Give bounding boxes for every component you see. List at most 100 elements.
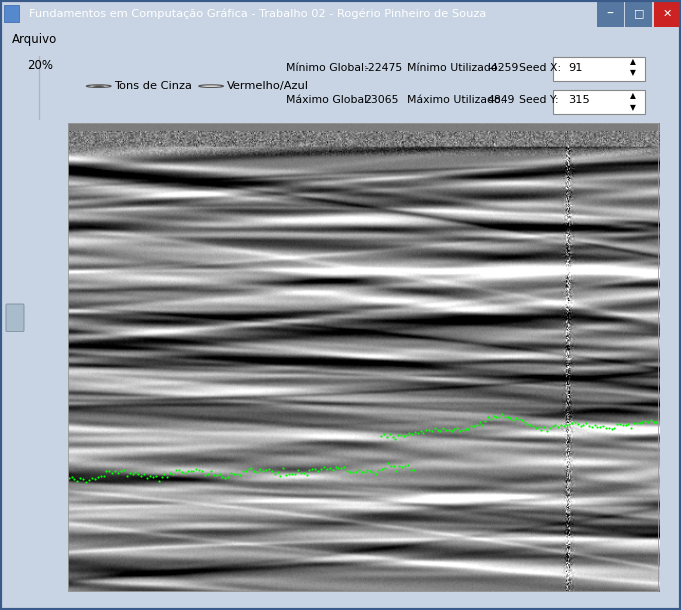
Circle shape xyxy=(199,85,223,87)
Point xyxy=(394,461,405,470)
Point xyxy=(541,426,552,436)
Point xyxy=(75,473,86,483)
Point xyxy=(347,467,358,476)
Point xyxy=(654,418,665,428)
Point xyxy=(95,471,106,481)
Point xyxy=(438,423,449,432)
Point xyxy=(107,468,118,478)
Point xyxy=(118,465,129,475)
Text: Tons de Cinza: Tons de Cinza xyxy=(114,81,192,91)
Point xyxy=(443,426,454,436)
Point xyxy=(72,476,83,486)
Point xyxy=(168,470,178,479)
Point xyxy=(104,466,115,476)
Point xyxy=(159,470,170,479)
Point xyxy=(353,465,364,475)
Point xyxy=(415,426,426,436)
Point xyxy=(84,476,95,486)
Point xyxy=(606,424,617,434)
Point xyxy=(629,418,639,428)
Point xyxy=(586,422,597,431)
Point xyxy=(264,464,274,474)
Point xyxy=(202,470,213,479)
Point xyxy=(278,464,289,473)
Bar xyxy=(654,0,681,27)
Point xyxy=(390,434,401,444)
Point xyxy=(142,473,153,483)
FancyBboxPatch shape xyxy=(6,304,24,332)
Point xyxy=(179,468,190,478)
Point xyxy=(536,425,547,434)
Point xyxy=(144,472,155,481)
Point xyxy=(370,468,381,478)
Point xyxy=(544,423,555,433)
Point xyxy=(156,472,167,482)
Point xyxy=(637,417,648,427)
Point xyxy=(385,462,396,472)
Point xyxy=(575,421,586,431)
Point xyxy=(374,465,385,475)
Text: Máximo Utilizado:: Máximo Utilizado: xyxy=(407,95,505,105)
Bar xyxy=(4,5,19,22)
Point xyxy=(229,469,240,479)
Point xyxy=(553,422,564,431)
Point xyxy=(287,468,298,478)
Point xyxy=(466,422,477,431)
Point xyxy=(421,425,432,434)
Text: -4259: -4259 xyxy=(488,63,519,73)
Point xyxy=(365,466,376,476)
Point xyxy=(214,470,225,479)
Point xyxy=(377,464,387,474)
Point xyxy=(304,465,315,475)
Point xyxy=(101,467,112,476)
Point xyxy=(429,423,440,433)
Point xyxy=(561,420,572,430)
Text: Seed X:: Seed X: xyxy=(519,63,561,73)
Point xyxy=(243,464,254,473)
Point xyxy=(130,467,141,477)
Point xyxy=(528,422,539,431)
Point xyxy=(578,420,589,430)
Point xyxy=(396,430,407,440)
Point xyxy=(188,465,199,475)
Text: ▼: ▼ xyxy=(631,102,636,112)
Point xyxy=(488,411,499,420)
Point xyxy=(351,467,362,476)
Point xyxy=(435,426,446,436)
Text: ▲: ▲ xyxy=(631,91,636,100)
Point xyxy=(206,466,217,476)
Point xyxy=(499,412,510,422)
Point xyxy=(524,421,535,431)
Point xyxy=(589,420,600,430)
Point xyxy=(382,459,393,468)
Point xyxy=(643,417,654,427)
Point xyxy=(384,429,395,439)
Point xyxy=(197,467,208,476)
Point xyxy=(522,419,533,429)
Point xyxy=(345,467,355,476)
Point xyxy=(595,423,605,432)
Point xyxy=(362,465,373,475)
Point xyxy=(170,465,181,475)
Point xyxy=(631,418,642,428)
Text: -22475: -22475 xyxy=(364,63,402,73)
Point xyxy=(191,464,202,473)
Bar xyxy=(597,0,624,27)
Point xyxy=(225,468,236,478)
Point xyxy=(313,465,323,475)
Point xyxy=(556,420,567,430)
Point xyxy=(92,472,103,481)
Point xyxy=(601,423,612,432)
Text: Vermelho/Azul: Vermelho/Azul xyxy=(227,81,308,91)
Point xyxy=(623,419,634,429)
Point xyxy=(292,465,303,475)
Point xyxy=(165,468,176,478)
Point xyxy=(153,476,164,486)
Point xyxy=(272,467,283,477)
Circle shape xyxy=(86,85,111,87)
Point xyxy=(491,412,502,422)
Point xyxy=(183,467,193,476)
Point xyxy=(441,425,452,435)
Point xyxy=(581,418,592,428)
Circle shape xyxy=(93,85,105,87)
